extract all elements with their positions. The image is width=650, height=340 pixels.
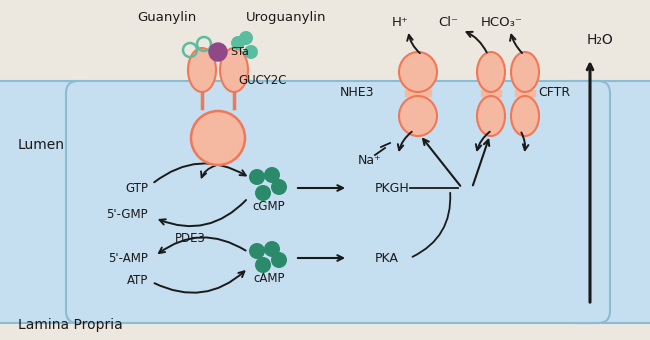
Text: NHE3: NHE3 xyxy=(339,86,374,100)
FancyBboxPatch shape xyxy=(558,81,650,323)
Circle shape xyxy=(244,45,258,59)
Circle shape xyxy=(255,257,271,273)
Text: HCO₃⁻: HCO₃⁻ xyxy=(481,16,523,29)
Text: Na⁺: Na⁺ xyxy=(358,153,382,167)
Circle shape xyxy=(271,252,287,268)
Ellipse shape xyxy=(511,52,539,92)
Text: cAMP: cAMP xyxy=(254,272,285,286)
Text: Cl⁻: Cl⁻ xyxy=(438,16,458,29)
Text: cGMP: cGMP xyxy=(253,201,285,214)
Text: PKGH: PKGH xyxy=(375,182,410,194)
Circle shape xyxy=(249,169,265,185)
Text: PDE3: PDE3 xyxy=(175,232,205,244)
Text: GUCY2C: GUCY2C xyxy=(238,73,287,86)
Circle shape xyxy=(255,185,271,201)
Text: 5'-GMP: 5'-GMP xyxy=(107,208,148,221)
Text: 5'-AMP: 5'-AMP xyxy=(108,252,148,265)
Circle shape xyxy=(231,36,245,50)
Text: Guanylin: Guanylin xyxy=(137,12,196,24)
Text: STa: STa xyxy=(230,47,249,57)
Ellipse shape xyxy=(191,111,245,165)
Text: Lumen: Lumen xyxy=(18,138,65,152)
Ellipse shape xyxy=(220,48,248,92)
Ellipse shape xyxy=(399,52,437,92)
Ellipse shape xyxy=(399,96,437,136)
Text: Lamina Propria: Lamina Propria xyxy=(18,318,123,332)
Circle shape xyxy=(239,31,253,45)
Ellipse shape xyxy=(188,48,216,92)
Text: H⁺: H⁺ xyxy=(391,16,408,29)
Text: GTP: GTP xyxy=(125,182,148,194)
Text: H₂O: H₂O xyxy=(586,33,614,47)
Text: ATP: ATP xyxy=(127,273,148,287)
FancyBboxPatch shape xyxy=(0,81,94,323)
Circle shape xyxy=(209,43,227,61)
Text: PKA: PKA xyxy=(375,252,399,265)
Ellipse shape xyxy=(477,96,505,136)
Text: CFTR: CFTR xyxy=(538,86,570,100)
Ellipse shape xyxy=(511,96,539,136)
Circle shape xyxy=(264,241,280,257)
Ellipse shape xyxy=(477,52,505,92)
Circle shape xyxy=(271,179,287,195)
Circle shape xyxy=(249,243,265,259)
Text: Uroguanylin: Uroguanylin xyxy=(246,12,326,24)
FancyBboxPatch shape xyxy=(66,81,610,323)
Circle shape xyxy=(264,167,280,183)
